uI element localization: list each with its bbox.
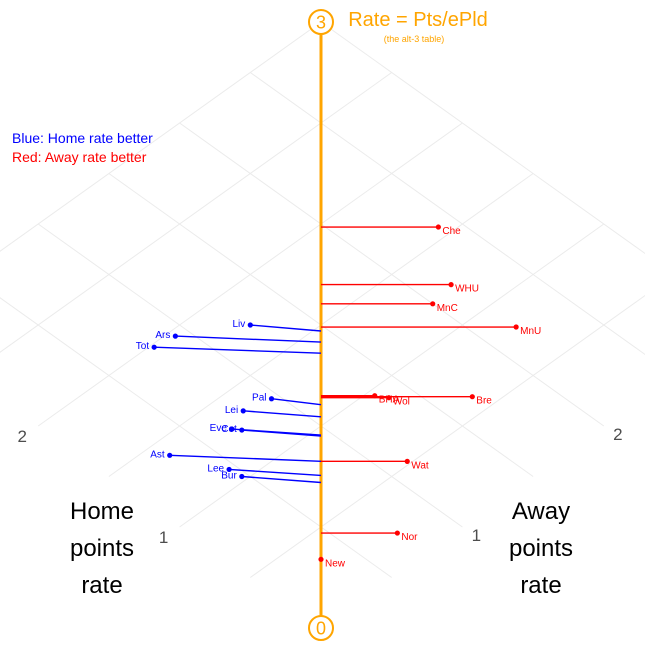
team-connector bbox=[271, 398, 322, 406]
away-axis-tick: 2 bbox=[613, 425, 622, 444]
team-label: Wat bbox=[411, 460, 429, 471]
team-label: Pal bbox=[252, 393, 266, 404]
chart-subtitle: (the alt-3 table) bbox=[384, 34, 445, 44]
legend-away: Red: Away rate better bbox=[12, 149, 147, 165]
axis-ticks: 123123 bbox=[17, 425, 622, 547]
team-label: Wol bbox=[393, 397, 410, 408]
home-axis-tick: 1 bbox=[159, 528, 168, 547]
team-point: Lee bbox=[207, 463, 322, 477]
team-label: Lee bbox=[207, 463, 224, 474]
data-points: CheWHUMnCLivArsTotMnUPalBHAWolLeiBreEveC… bbox=[136, 224, 541, 569]
away-axis-title-line: rate bbox=[520, 572, 562, 599]
team-point: Ars bbox=[155, 330, 322, 343]
grid-line bbox=[0, 72, 392, 353]
team-label: Eve bbox=[210, 423, 228, 434]
team-label: Ast bbox=[150, 449, 165, 460]
team-label: Tot bbox=[136, 341, 150, 352]
team-point: Liv bbox=[233, 319, 322, 332]
team-label: Ars bbox=[155, 330, 170, 341]
team-point: Lei bbox=[225, 405, 322, 418]
team-connector bbox=[229, 468, 322, 477]
legend-home: Blue: Home rate better bbox=[12, 130, 153, 146]
team-connector bbox=[175, 335, 322, 343]
axis-end-label-bottom: 0 bbox=[308, 615, 334, 641]
team-label: New bbox=[325, 558, 346, 569]
team-point: Nor bbox=[321, 530, 418, 543]
team-dot bbox=[167, 452, 173, 458]
axis-min-label: 0 bbox=[316, 619, 326, 639]
home-axis-title-line: points bbox=[69, 535, 135, 562]
team-dot bbox=[394, 530, 400, 536]
team-dot bbox=[240, 408, 246, 414]
team-connector bbox=[250, 324, 322, 332]
team-label: WHU bbox=[455, 284, 479, 295]
team-point: Wat bbox=[321, 458, 429, 471]
team-label: Bur bbox=[221, 471, 237, 482]
team-point: MnC bbox=[321, 301, 458, 314]
team-label: Liv bbox=[233, 319, 246, 330]
team-dot bbox=[229, 426, 235, 432]
team-dot bbox=[239, 427, 245, 433]
team-point: WHU bbox=[321, 282, 479, 295]
home-axis-title-line: rate bbox=[81, 572, 123, 599]
team-point: New bbox=[318, 556, 346, 569]
team-dot bbox=[172, 333, 178, 339]
away-axis-tick: 1 bbox=[472, 526, 481, 545]
team-point: MnU bbox=[321, 324, 541, 337]
team-dot bbox=[239, 473, 245, 480]
team-point: Bur bbox=[221, 471, 322, 484]
axis-end-label-top: 3 bbox=[308, 9, 334, 35]
team-dot bbox=[430, 301, 436, 307]
team-point: Cot bbox=[221, 424, 322, 437]
team-dot bbox=[247, 322, 253, 328]
team-point: Tot bbox=[136, 341, 322, 354]
grid-line bbox=[0, 21, 322, 252]
home-axis-title-line: Home bbox=[69, 498, 135, 525]
team-connector bbox=[241, 475, 322, 484]
team-label: Cot bbox=[221, 424, 237, 435]
team-connector bbox=[241, 429, 322, 437]
team-point: Ast bbox=[150, 449, 322, 462]
team-dot bbox=[469, 394, 475, 400]
team-point: Che bbox=[321, 224, 461, 237]
team-label: Bre bbox=[476, 396, 492, 407]
team-dot bbox=[151, 344, 157, 350]
team-point: Bre bbox=[321, 394, 492, 407]
team-dot bbox=[448, 282, 454, 288]
away-axis-title-line: points bbox=[508, 535, 574, 562]
team-dot bbox=[226, 466, 232, 473]
team-dot bbox=[404, 458, 410, 464]
team-dot bbox=[268, 396, 275, 402]
team-label: MnC bbox=[437, 303, 458, 314]
axis-max-label: 3 bbox=[316, 13, 326, 33]
chart-title: Rate = Pts/ePld bbox=[348, 9, 488, 31]
team-label: Che bbox=[442, 226, 461, 237]
team-connector bbox=[154, 346, 322, 354]
away-axis-title: Away points rate bbox=[481, 493, 601, 604]
grid-line bbox=[320, 21, 645, 255]
team-dot bbox=[318, 556, 324, 562]
team-dot bbox=[386, 395, 392, 401]
team-point: Pal bbox=[252, 393, 322, 406]
team-dot bbox=[435, 224, 441, 230]
away-axis-title-line: Away bbox=[511, 498, 571, 525]
team-connector bbox=[169, 454, 322, 462]
team-connector bbox=[243, 410, 322, 418]
team-dot bbox=[513, 324, 519, 330]
home-axis-title: Home points rate bbox=[42, 493, 162, 604]
team-label: MnU bbox=[520, 326, 541, 337]
home-axis-tick: 2 bbox=[17, 427, 26, 446]
team-label: Lei bbox=[225, 405, 238, 416]
team-label: Nor bbox=[401, 532, 418, 543]
